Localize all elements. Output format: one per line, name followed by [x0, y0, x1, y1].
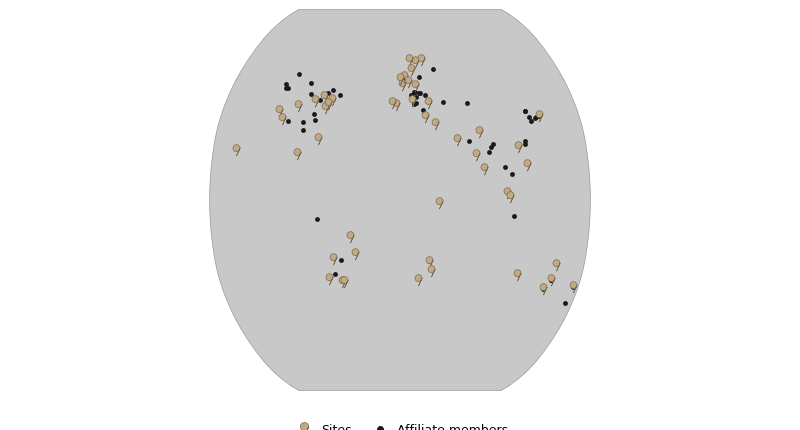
Point	[470, 152, 482, 159]
Point	[422, 258, 435, 265]
Point	[230, 146, 243, 153]
Point	[422, 100, 434, 107]
Point	[414, 56, 427, 63]
Point	[503, 193, 516, 200]
Polygon shape	[210, 9, 590, 390]
Point	[273, 107, 286, 114]
Point	[275, 116, 288, 123]
Point	[418, 113, 431, 120]
Point	[322, 276, 335, 283]
Point	[405, 66, 418, 73]
Point	[386, 99, 398, 106]
Point	[291, 103, 304, 110]
Point	[501, 189, 514, 196]
Point	[412, 276, 425, 283]
Legend: Sites, Affiliate members: Sites, Affiliate members	[286, 419, 514, 430]
Point	[545, 276, 558, 283]
Point	[322, 101, 334, 108]
Point	[533, 112, 546, 119]
Point	[290, 150, 303, 157]
Point	[343, 234, 356, 241]
Point	[396, 81, 409, 88]
Point	[425, 267, 438, 274]
Point	[390, 101, 403, 108]
Point	[409, 83, 422, 90]
Point	[472, 129, 485, 136]
Point	[550, 261, 563, 268]
Point	[450, 137, 463, 144]
Point	[402, 57, 415, 64]
Point	[394, 76, 406, 83]
Point	[566, 284, 579, 291]
Point	[429, 121, 442, 128]
Point	[326, 255, 339, 262]
Point	[309, 98, 322, 104]
Point	[335, 278, 348, 285]
Point	[510, 272, 523, 279]
Point	[478, 166, 490, 172]
Point	[318, 104, 331, 111]
Point	[520, 162, 533, 169]
Point	[406, 98, 418, 104]
Point	[318, 93, 330, 100]
Point	[349, 251, 362, 258]
Point	[433, 200, 446, 206]
Point	[409, 58, 422, 65]
Point	[402, 79, 414, 86]
Point	[398, 74, 411, 80]
Point	[311, 135, 324, 142]
Point	[512, 144, 525, 151]
Point	[338, 279, 350, 286]
Point	[325, 96, 338, 103]
Point	[536, 286, 549, 293]
